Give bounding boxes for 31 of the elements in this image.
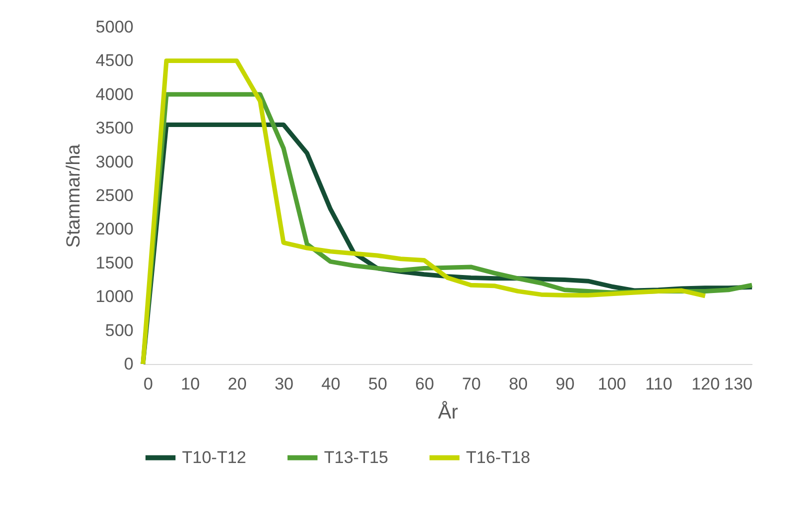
legend-label: T13-T15 xyxy=(324,448,388,467)
x-tick-label: 130 xyxy=(724,374,752,394)
x-tick-label: 70 xyxy=(462,374,481,394)
y-tick-label: 4500 xyxy=(96,51,134,70)
y-tick-label: 3500 xyxy=(96,118,134,138)
x-tick-label: 90 xyxy=(556,374,575,394)
y-tick-label: 3000 xyxy=(96,152,134,172)
y-tick-label: 500 xyxy=(105,320,134,340)
legend-label: T10-T12 xyxy=(182,448,246,467)
line-series xyxy=(140,58,708,366)
y-tick-label: 1000 xyxy=(96,287,134,306)
legend-label: T16-T18 xyxy=(466,448,530,467)
x-tick-label: 60 xyxy=(415,374,434,394)
y-tick-label: 5000 xyxy=(96,18,134,36)
y-tick-label: 2000 xyxy=(96,220,134,239)
y-tick-label: 0 xyxy=(124,354,134,374)
y-axis-title: Stammar/ha xyxy=(64,144,85,248)
x-tick-label: 120 xyxy=(691,374,720,394)
x-tick-label: 40 xyxy=(321,374,340,394)
y-tick-label: 2500 xyxy=(96,186,134,205)
x-tick-label: 110 xyxy=(645,374,672,394)
y-tick-label: 1500 xyxy=(96,253,134,272)
x-tick-label: 80 xyxy=(508,374,528,394)
x-tick-label: 10 xyxy=(180,374,200,394)
x-axis-title: År xyxy=(438,400,458,424)
x-tick-label: 100 xyxy=(598,374,626,394)
x-tick-label: 0 xyxy=(144,374,153,394)
y-tick-label: 4000 xyxy=(96,84,134,104)
x-tick-label: 50 xyxy=(368,374,388,394)
x-tick-label: 20 xyxy=(228,374,247,394)
x-tick-label: 30 xyxy=(274,374,294,394)
